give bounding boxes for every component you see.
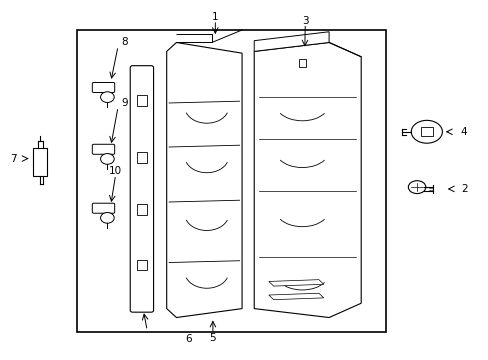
Text: 8: 8 (121, 37, 127, 48)
Polygon shape (166, 42, 242, 318)
Text: 9: 9 (121, 98, 127, 108)
FancyBboxPatch shape (92, 82, 115, 93)
Polygon shape (268, 293, 323, 300)
Circle shape (410, 120, 442, 143)
Text: 7: 7 (10, 154, 17, 163)
FancyBboxPatch shape (130, 66, 153, 312)
Text: 3: 3 (302, 16, 308, 26)
Text: 2: 2 (460, 184, 467, 194)
Bar (136, 153, 147, 163)
Polygon shape (290, 50, 313, 55)
Text: 6: 6 (185, 334, 191, 344)
Text: 4: 4 (460, 127, 467, 137)
Polygon shape (32, 148, 47, 176)
FancyBboxPatch shape (92, 203, 115, 213)
Circle shape (407, 181, 425, 194)
Bar (136, 95, 147, 106)
Polygon shape (298, 59, 305, 67)
Polygon shape (268, 280, 323, 286)
Polygon shape (420, 127, 432, 136)
Text: 1: 1 (212, 13, 218, 22)
Text: 10: 10 (109, 166, 122, 176)
Bar (136, 204, 147, 215)
Bar (136, 260, 147, 270)
Ellipse shape (101, 154, 114, 164)
Bar (77, 30, 385, 332)
Polygon shape (254, 42, 361, 318)
Ellipse shape (101, 212, 114, 223)
Polygon shape (290, 55, 306, 69)
Polygon shape (306, 50, 313, 69)
FancyBboxPatch shape (92, 144, 115, 154)
Ellipse shape (101, 92, 114, 103)
Text: 5: 5 (209, 333, 216, 343)
Polygon shape (254, 32, 328, 51)
